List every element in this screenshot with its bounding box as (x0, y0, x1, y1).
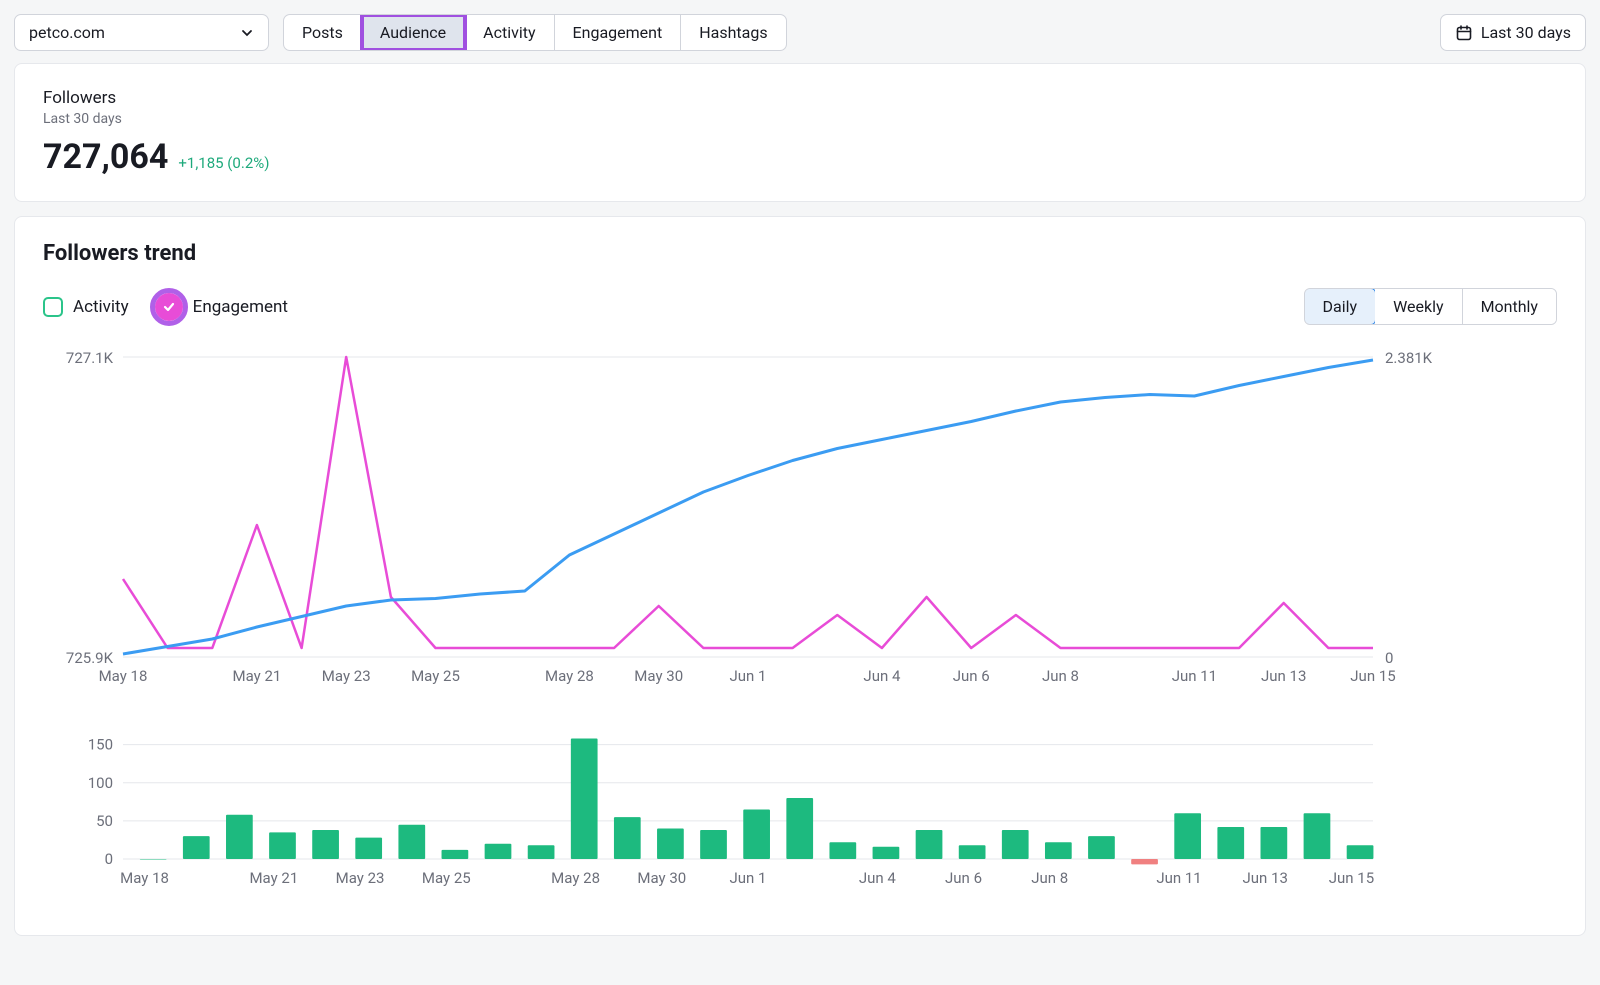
svg-text:725.9K: 725.9K (66, 649, 114, 667)
svg-text:Jun 8: Jun 8 (1042, 667, 1079, 685)
activity-checkbox-icon (43, 297, 63, 317)
svg-text:May 30: May 30 (634, 667, 683, 685)
svg-text:May 23: May 23 (336, 869, 385, 887)
domain-select[interactable]: petco.com (14, 14, 269, 51)
svg-text:Jun 11: Jun 11 (1172, 667, 1217, 685)
legend-engagement[interactable]: Engagement (155, 293, 288, 321)
line-chart: 727.1K 725.9K 2.381K 0 May 18 May 21 May 23 May… (43, 347, 1557, 697)
followers-card: Followers Last 30 days 727,064 +1,185 (0… (14, 63, 1586, 202)
followers-value: 727,064 (43, 137, 168, 177)
svg-text:Jun 8: Jun 8 (1031, 869, 1068, 887)
legend-activity[interactable]: Activity (43, 297, 129, 317)
svg-text:727.1K: 727.1K (66, 349, 114, 367)
tab-activity[interactable]: Activity (465, 15, 554, 50)
calendar-icon (1455, 24, 1473, 42)
svg-text:Jun 4: Jun 4 (859, 869, 897, 887)
period-monthly[interactable]: Monthly (1463, 289, 1556, 324)
svg-text:Jun 4: Jun 4 (863, 667, 901, 685)
period-toggle: DailyWeeklyMonthly (1304, 288, 1558, 325)
date-range-button[interactable]: Last 30 days (1440, 14, 1586, 51)
svg-text:Jun 1: Jun 1 (730, 869, 767, 887)
svg-text:2.381K: 2.381K (1385, 349, 1433, 367)
svg-text:Jun 11: Jun 11 (1156, 869, 1201, 887)
svg-text:May 21: May 21 (249, 869, 298, 887)
svg-text:Jun 15: Jun 15 (1350, 667, 1395, 685)
tab-posts[interactable]: Posts (284, 15, 362, 50)
svg-text:May 28: May 28 (545, 667, 594, 685)
svg-text:May 25: May 25 (411, 667, 460, 685)
svg-text:Jun 6: Jun 6 (945, 869, 982, 887)
followers-trend-card: Followers trend Activity Engagement Dail… (14, 216, 1586, 936)
svg-text:Jun 6: Jun 6 (953, 667, 990, 685)
svg-text:Jun 1: Jun 1 (730, 667, 767, 685)
svg-text:May 25: May 25 (422, 869, 471, 887)
domain-value: petco.com (29, 23, 105, 42)
svg-text:Jun 13: Jun 13 (1261, 667, 1306, 685)
bar-chart: 150 100 50 0 May 18 May 21 May 23 May 25 May 28 M… (43, 731, 1557, 899)
tab-hashtags[interactable]: Hashtags (681, 15, 785, 50)
svg-text:May 23: May 23 (322, 667, 371, 685)
svg-text:May 18: May 18 (120, 869, 169, 887)
tab-engagement[interactable]: Engagement (555, 15, 682, 50)
svg-text:May 18: May 18 (99, 667, 148, 685)
period-daily[interactable]: Daily (1304, 288, 1377, 325)
date-range-label: Last 30 days (1481, 23, 1571, 42)
svg-text:0: 0 (1385, 649, 1393, 667)
svg-text:May 28: May 28 (551, 869, 600, 887)
followers-trend-title: Followers trend (43, 241, 1557, 266)
svg-text:Jun 15: Jun 15 (1329, 869, 1374, 887)
engagement-checkbox-icon (155, 293, 183, 321)
tab-audience[interactable]: Audience (362, 15, 465, 50)
legend-engagement-label: Engagement (193, 297, 288, 317)
followers-title: Followers (43, 88, 1557, 108)
svg-text:100: 100 (88, 774, 113, 792)
svg-text:May 21: May 21 (233, 667, 282, 685)
tab-bar: PostsAudienceActivityEngagementHashtags (283, 14, 787, 51)
period-weekly[interactable]: Weekly (1375, 289, 1463, 324)
followers-change: +1,185 (0.2%) (178, 154, 269, 172)
legend-activity-label: Activity (73, 297, 129, 317)
svg-text:50: 50 (96, 812, 113, 830)
followers-subtitle: Last 30 days (43, 111, 1557, 127)
svg-text:May 30: May 30 (637, 869, 686, 887)
svg-text:150: 150 (88, 736, 113, 754)
svg-text:Jun 13: Jun 13 (1243, 869, 1288, 887)
chevron-down-icon (240, 26, 254, 40)
svg-text:0: 0 (105, 850, 113, 868)
